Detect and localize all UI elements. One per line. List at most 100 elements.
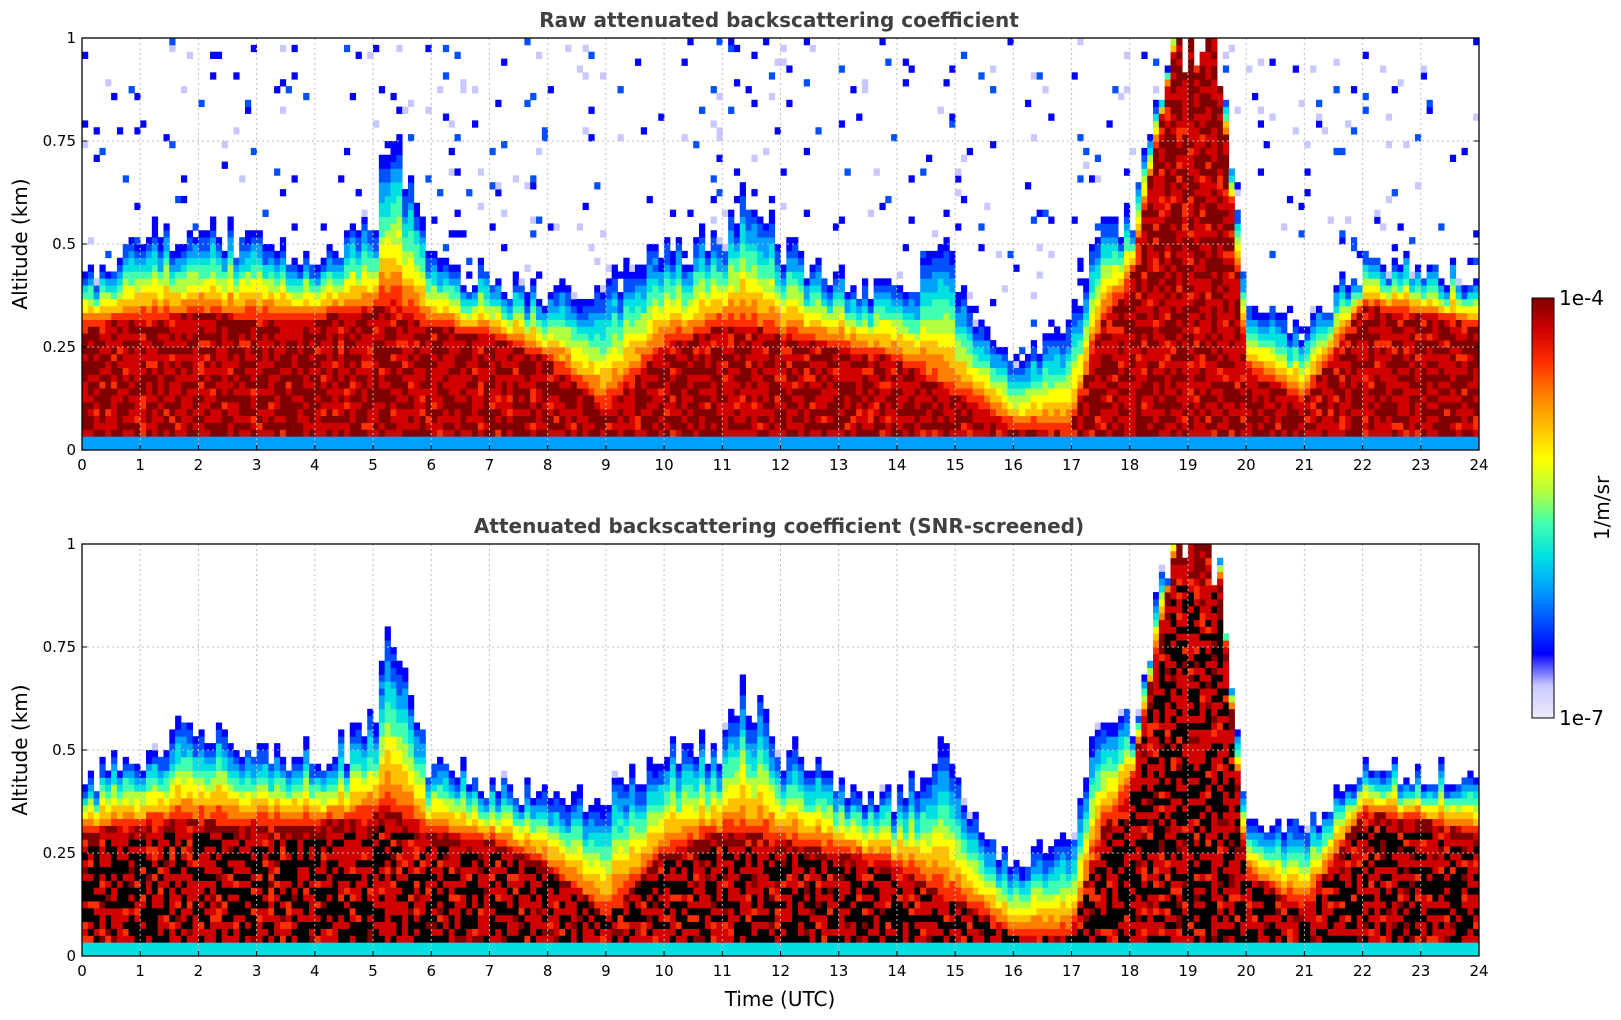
heatmap-cell [1030,319,1038,327]
heatmap-cell [978,347,985,355]
heatmap-cell [536,51,543,59]
heatmap-cell [332,264,339,272]
heatmap-cell [250,319,258,327]
heatmap-cell [821,292,828,300]
heatmap-column [990,65,997,451]
heatmap-cell [128,292,135,300]
heatmap-cell [460,79,467,87]
heatmap-cell [728,340,735,348]
heatmap-cell [256,340,263,348]
heatmap-column [297,264,304,451]
heatmap-cell [681,360,688,368]
heatmap-cell [710,367,717,375]
heatmap-cell [192,347,199,355]
heatmap-cell [134,92,141,101]
heatmap-cell [396,230,403,238]
heatmap-cell [396,202,403,211]
heatmap-cell [902,298,909,307]
heatmap-cell [640,271,648,279]
heatmap-cell [361,340,368,348]
heatmap-cell [570,305,578,314]
heatmap-cell [582,443,589,451]
heatmap-cell [960,333,968,341]
heatmap-cell [629,422,636,430]
heatmap-cell [559,319,566,327]
heatmap-cell [600,312,607,320]
heatmap-cell [210,360,217,368]
heatmap-cell [926,374,933,382]
heatmap-cell [349,436,356,444]
heatmap-cell [303,312,310,320]
heatmap-cell [355,381,362,389]
heatmap-cell [757,367,764,375]
heatmap-cell [390,388,397,396]
heatmap-cell [390,264,397,272]
heatmap-cell [175,250,182,259]
heatmap-cell [681,250,688,259]
heatmap-cell [384,395,391,403]
heatmap-cell [722,443,729,451]
heatmap-cell [652,408,659,417]
heatmap-column [832,223,840,451]
heatmap-cell [815,257,822,265]
heatmap-cell [908,340,915,348]
heatmap-cell [373,271,380,279]
heatmap-cell [768,223,776,231]
heatmap-cell [396,298,403,307]
heatmap-cell [128,353,135,362]
heatmap-cell [140,443,147,451]
heatmap-cell [210,374,217,382]
heatmap-cell [565,374,572,382]
heatmap-cell [390,271,397,279]
heatmap-cell [757,230,764,238]
heatmap-cell [763,374,770,382]
heatmap-cell [937,305,944,314]
heatmap-cell [105,319,112,327]
heatmap-cell [332,408,339,417]
heatmap-cell [861,395,869,403]
heatmap-cell [856,333,863,341]
heatmap-cell [605,347,613,355]
heatmap-cell [175,381,182,389]
heatmap-cell [687,312,694,320]
heatmap-cell [495,395,502,403]
heatmap-cell [885,312,892,320]
heatmap-cell [303,388,310,396]
heatmap-cell [955,175,962,183]
heatmap-cell [541,415,549,423]
heatmap-cell [163,326,170,334]
heatmap-cell [186,326,193,334]
heatmap-cell [262,278,269,286]
heatmap-cell [477,271,485,279]
heatmap-cell [146,360,153,368]
heatmap-cell [192,367,199,375]
heatmap-cell [722,244,729,252]
heatmap-cell [146,401,153,410]
heatmap-cell [437,347,444,355]
heatmap-cell [303,278,310,286]
heatmap-cell [274,353,281,362]
heatmap-column [373,44,380,451]
heatmap-cell [419,436,426,444]
heatmap-cell [274,388,281,396]
heatmap-cell [244,353,252,362]
heatmap-cell [536,401,543,410]
heatmap-column [477,168,485,451]
heatmap-column [634,58,642,451]
heatmap-cell [937,443,944,451]
heatmap-cell [832,347,840,355]
heatmap-cell [530,298,537,307]
heatmap-cell [186,298,193,307]
heatmap-cell [780,347,787,355]
heatmap-cell [244,360,252,368]
heatmap-cell [378,257,386,265]
heatmap-cell [122,333,129,341]
heatmap-cell [180,367,188,375]
heatmap-cell [407,408,415,417]
heatmap-cell [588,422,595,430]
heatmap-cell [1030,401,1038,410]
heatmap-cell [716,422,723,430]
heatmap-cell [792,312,799,320]
heatmap-cell [442,326,450,334]
heatmap-cell [413,202,421,211]
